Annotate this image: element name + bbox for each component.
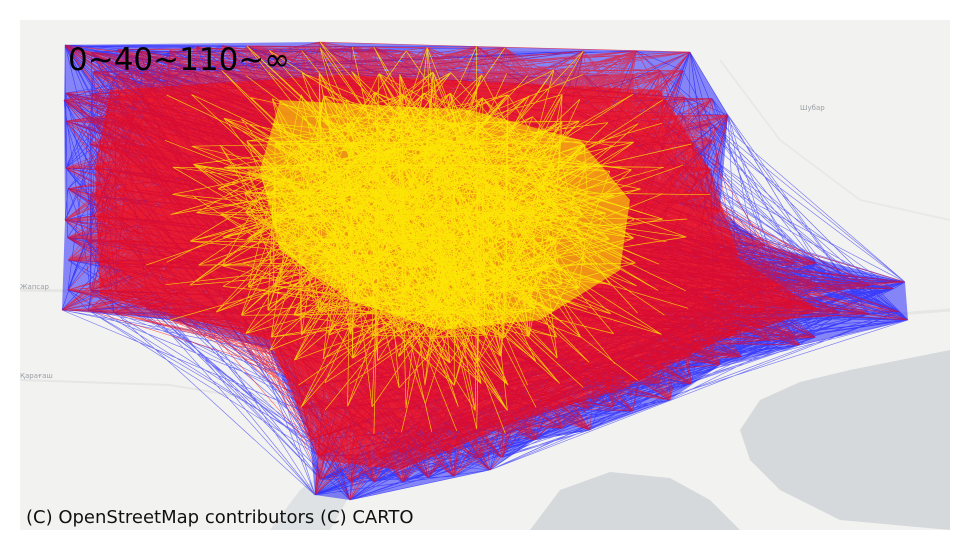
basemap-label-zhapsar: Жапсар bbox=[20, 283, 49, 291]
edges-near-band-lines bbox=[145, 41, 711, 435]
network-map-svg bbox=[20, 41, 950, 530]
water-body-south bbox=[530, 472, 740, 530]
edges-near-band bbox=[145, 41, 711, 435]
road-line-3 bbox=[719, 59, 950, 221]
water-body-east bbox=[740, 350, 950, 530]
attribution-text: (C) OpenStreetMap contributors (C) CARTO bbox=[26, 507, 414, 528]
basemap-label-karagash: Қарағаш bbox=[20, 372, 53, 380]
map-canvas[interactable]: Шубар Жапсар Қарағаш 0~40~110~∞ (C) Open… bbox=[20, 20, 950, 530]
map-title: 0~40~110~∞ bbox=[68, 42, 291, 78]
basemap-label-shubar: Шубар bbox=[800, 104, 825, 112]
